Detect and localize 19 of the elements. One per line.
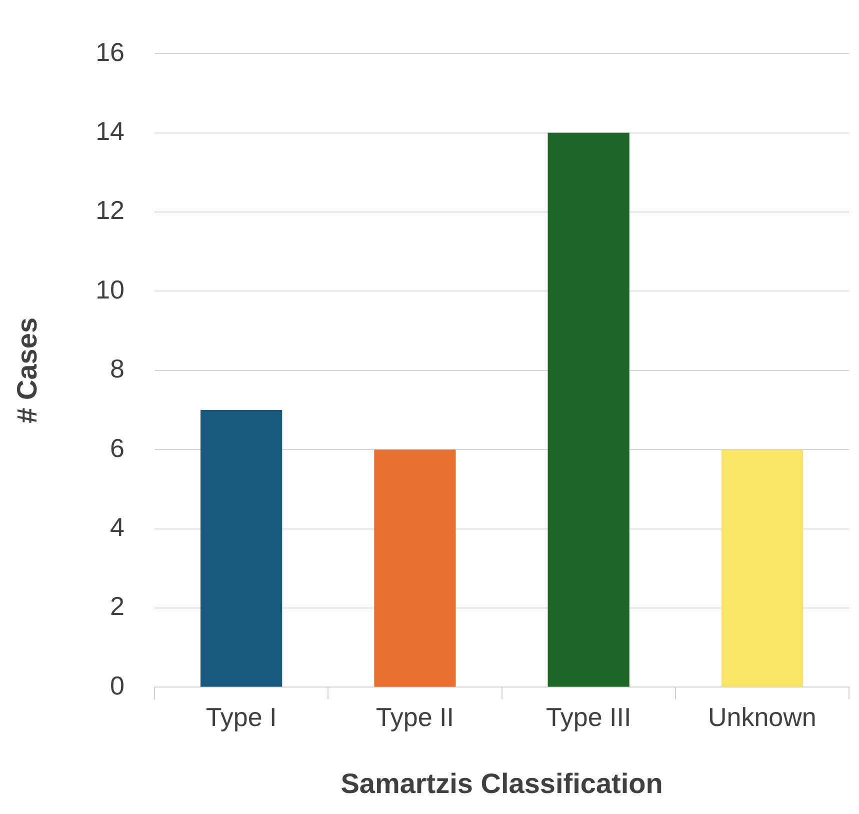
- y-tick-label: 12: [96, 195, 125, 226]
- bar: [721, 450, 803, 687]
- y-tick-label: 4: [110, 512, 125, 542]
- y-tick-label: 16: [96, 36, 125, 67]
- x-tick-label: Type III: [546, 702, 632, 732]
- bar: [374, 450, 456, 687]
- y-tick-label: 14: [96, 116, 125, 146]
- bar: [548, 132, 630, 687]
- y-tick-label: 2: [110, 591, 125, 622]
- x-tick-label: Type II: [376, 702, 454, 732]
- x-axis-title: Samartzis Classification: [340, 768, 663, 799]
- y-tick-label: 8: [110, 354, 125, 384]
- bar: [200, 410, 282, 687]
- y-tick-label: 10: [96, 274, 125, 304]
- y-axis-title: # Cases: [12, 317, 43, 424]
- x-tick-label: Type I: [206, 702, 277, 732]
- y-tick-label: 6: [110, 432, 125, 463]
- x-tick-label: Unknown: [708, 702, 816, 732]
- y-tick-label: 0: [110, 670, 125, 700]
